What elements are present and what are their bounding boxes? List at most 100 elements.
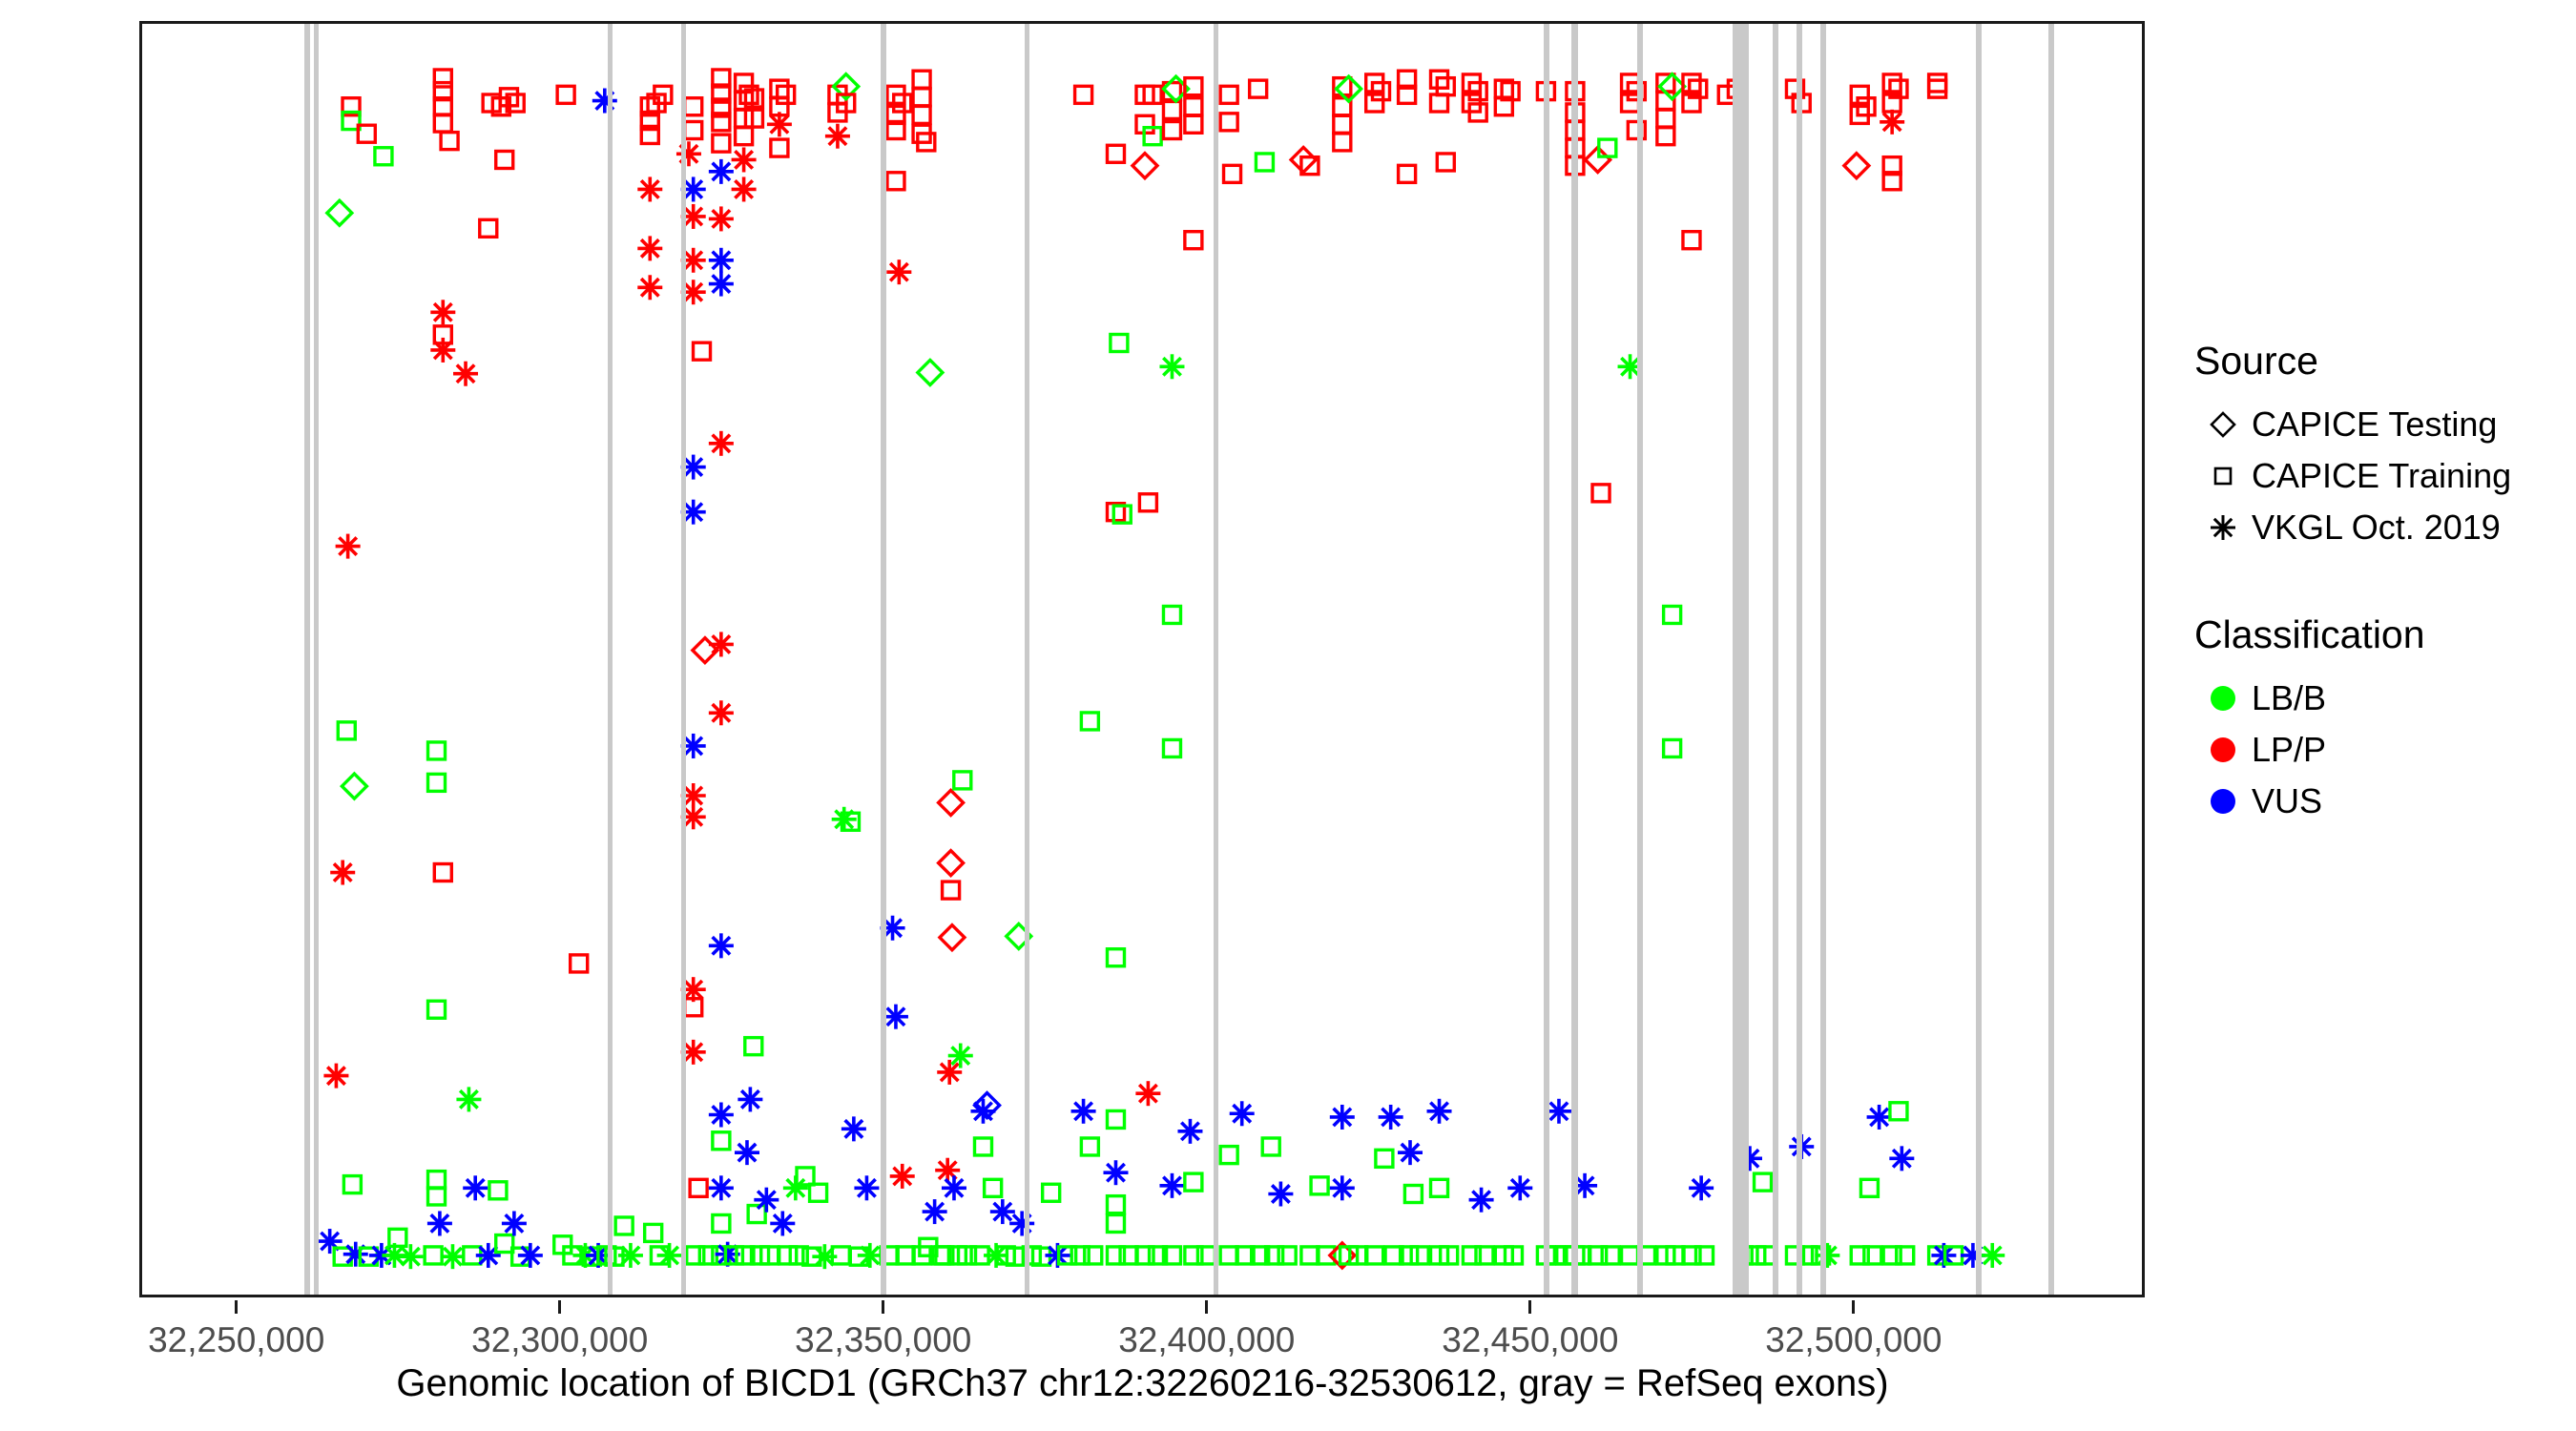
scatter-point [639, 96, 660, 117]
scatter-point [1655, 73, 1676, 93]
scatter-point [733, 125, 755, 147]
scatter-point [690, 635, 720, 666]
legend-item-LBB[interactable]: LB/B [2194, 673, 2576, 724]
scatter-point [1137, 492, 1159, 513]
scatter-point [1396, 163, 1418, 185]
scatter-point [824, 123, 850, 149]
color-dot-icon [2211, 789, 2235, 814]
scatter-point [1183, 1172, 1204, 1192]
scatter-point [737, 1087, 763, 1112]
scatter-point [617, 1242, 643, 1268]
legend-item-label: VKGL Oct. 2019 [2252, 508, 2501, 547]
x-tick-label: 32,350,000 [795, 1320, 972, 1359]
scatter-point [733, 108, 755, 129]
color-dot-icon [2211, 737, 2235, 762]
scatter-point [656, 1242, 682, 1268]
exon-band [680, 24, 687, 1295]
scatter-point [982, 1177, 1004, 1199]
scatter-point [1142, 125, 1163, 147]
scatter-point [555, 84, 576, 106]
scatter-point [735, 1245, 756, 1266]
scatter-point [1105, 501, 1127, 523]
scatter-point [1881, 171, 1902, 192]
scatter-point [1888, 1101, 1909, 1122]
scatter-point [426, 1186, 447, 1207]
scatter-point [941, 1175, 966, 1201]
scatter-point [1461, 1245, 1483, 1266]
scatter-point [841, 1116, 866, 1142]
legend-key [2194, 457, 2252, 495]
x-tick-label: 32,300,000 [471, 1320, 649, 1359]
legend-item-training[interactable]: CAPICE Training [2194, 450, 2576, 502]
scatter-point [1079, 711, 1101, 732]
legend-item-vkgl[interactable]: VKGL Oct. 2019 [2194, 502, 2576, 553]
scatter-point [613, 1215, 634, 1236]
scatter-point [911, 104, 932, 126]
scatter-point [883, 1004, 908, 1029]
scatter-point [475, 1242, 501, 1268]
scatter-point [1161, 1245, 1183, 1266]
scatter-point [1409, 1245, 1430, 1266]
scatter-point [568, 953, 590, 974]
scatter-point [680, 804, 706, 830]
scatter-point [1218, 112, 1239, 133]
legend-item-VUS[interactable]: VUS [2194, 776, 2576, 827]
scatter-point [1597, 137, 1618, 158]
scatter-point [731, 176, 757, 202]
scatter-point [1183, 230, 1204, 251]
scatter-point [1218, 1144, 1239, 1166]
scatter-point [937, 923, 967, 953]
scatter-point [1277, 1245, 1298, 1266]
scatter-point [356, 123, 377, 144]
scatter-point [1309, 1175, 1330, 1196]
scatter-point [1815, 1242, 1840, 1268]
scatter-point [1849, 84, 1870, 106]
scatter-point [683, 119, 704, 141]
scatter-point [708, 1175, 734, 1201]
x-tick-label: 32,400,000 [1118, 1320, 1296, 1359]
scatter-point [1105, 143, 1127, 164]
scatter-point [432, 861, 453, 883]
scatter-point [936, 788, 966, 818]
plot-area [142, 24, 2142, 1295]
scatter-point [501, 1211, 527, 1236]
scatter-point [1784, 78, 1806, 99]
scatter-point [1364, 93, 1385, 114]
scatter-point [711, 112, 732, 133]
scatter-point [857, 1242, 883, 1268]
scatter-point [711, 97, 732, 118]
scatter-point [498, 87, 520, 108]
scatter-point [430, 337, 456, 363]
legend-source-block: Source CAPICE Testing CAPICE Training VKGL… [2194, 339, 2576, 553]
scatter-point [341, 96, 362, 117]
legend-item-testing[interactable]: CAPICE Testing [2194, 399, 2576, 450]
scatter-point [637, 176, 663, 202]
scatter-point [1402, 1183, 1424, 1205]
scatter-point [426, 1211, 452, 1236]
scatter-point [1438, 1245, 1460, 1266]
scatter-point [1880, 109, 1905, 135]
scatter-point [1183, 114, 1204, 135]
scatter-point [1105, 1245, 1127, 1266]
scatter-point [723, 1245, 745, 1266]
scatter-point [892, 93, 913, 114]
scatter-point [1926, 73, 1948, 93]
legend-item-LPP[interactable]: LP/P [2194, 724, 2576, 776]
scatter-point [1398, 1245, 1420, 1266]
x-tick [1852, 1300, 1856, 1314]
scatter-point [1655, 108, 1676, 129]
scatter-point [1752, 1172, 1774, 1192]
scatter-point [711, 1130, 732, 1151]
scatter-point [488, 1180, 509, 1201]
scatter-point [889, 1163, 915, 1189]
scatter-point [494, 149, 515, 171]
scatter-point [1040, 1182, 1062, 1203]
scatter-point [711, 83, 732, 104]
scatter-point [1329, 1175, 1355, 1201]
scatter-point [1507, 1175, 1533, 1201]
scatter-point [743, 108, 765, 129]
exon-band [1543, 24, 1549, 1295]
color-dot-icon [2211, 686, 2235, 711]
scatter-point [691, 341, 713, 362]
